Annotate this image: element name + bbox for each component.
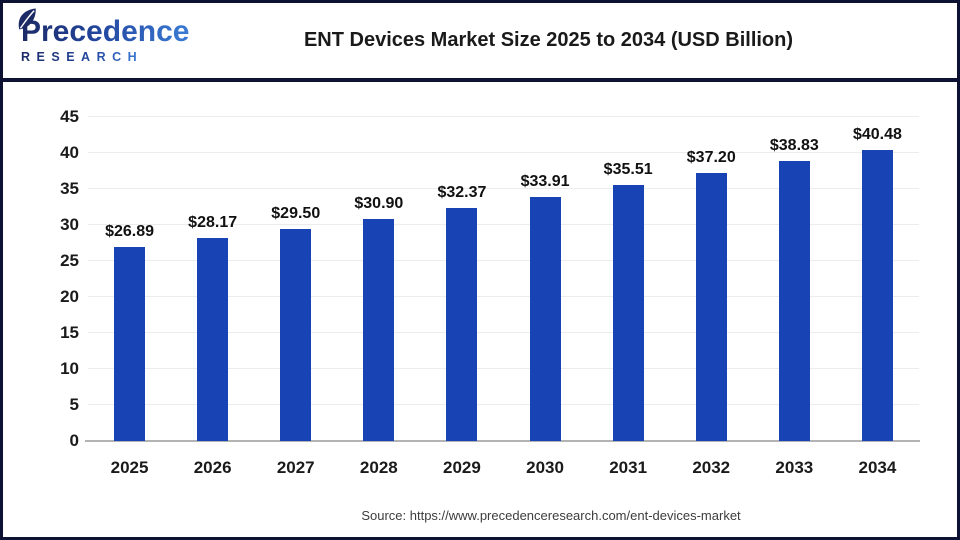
bar-2034 [861, 149, 893, 441]
bar-value-label-2028: $30.90 [354, 194, 404, 212]
bar-2026 [197, 238, 229, 441]
x-tick-label-2030: 2030 [526, 458, 564, 477]
x-tick-label-2027: 2027 [276, 458, 315, 477]
y-tick-label-15: 15 [60, 323, 79, 342]
gridline-35 [88, 188, 919, 189]
x-tick-label-2025: 2025 [110, 458, 149, 477]
header-separator [3, 78, 957, 82]
bar-value-label-2032: $37.20 [686, 149, 736, 167]
logo-wordmark: Precedence [18, 8, 190, 48]
plot-area: $26.89 $28.17 $29.50 $30.90 $32.37 $33.91 $35.… [85, 116, 920, 442]
gridline-10 [88, 368, 919, 369]
bar-value-label-2027: $29.50 [271, 204, 321, 222]
gridline-30 [88, 224, 919, 225]
bar-2027 [280, 228, 312, 441]
x-tick-label-2029: 2029 [443, 458, 481, 477]
x-axis-line [85, 440, 920, 442]
bar-value-label-2034: $40.48 [852, 125, 902, 143]
y-tick-label-10: 10 [60, 359, 79, 378]
bar-value-label-2029: $32.37 [437, 183, 487, 201]
bar-value-label-2030: $33.91 [520, 172, 570, 190]
y-tick-label-25: 25 [60, 251, 79, 270]
bar-2028 [363, 218, 395, 441]
bar-chart: $26.89 $28.17 $29.50 $30.90 $32.37 $33.91 $35.… [3, 82, 957, 534]
gridline-25 [88, 260, 919, 261]
y-tick-label-35: 35 [60, 179, 79, 198]
x-tick-label-2026: 2026 [193, 458, 232, 477]
bar-2032 [695, 173, 727, 441]
source-text: Source: https://www.precedenceresearch.c… [361, 508, 741, 523]
gridline-40 [88, 152, 919, 153]
x-tick-label-2028: 2028 [359, 458, 398, 477]
y-tick-label-0: 0 [69, 431, 79, 450]
bar-value-label-2031: $35.51 [603, 161, 653, 179]
bar-2033 [778, 161, 810, 441]
x-tick-label-2031: 2031 [609, 458, 648, 477]
y-tick-label-20: 20 [60, 287, 79, 306]
bar-2029 [446, 207, 478, 441]
bar-value-label-2026: $28.17 [188, 214, 238, 232]
gridline-20 [88, 296, 919, 297]
precedence-research-logo: Precedence RESEARCH [3, 8, 235, 64]
bar-value-label-2025: $26.89 [105, 223, 155, 241]
bar-2031 [612, 185, 644, 441]
x-tick-label-2032: 2032 [692, 458, 731, 477]
x-tick-label-2033: 2033 [775, 458, 814, 477]
leaf-icon [18, 8, 36, 30]
gridline-15 [88, 332, 919, 333]
y-tick-label-5: 5 [69, 395, 79, 414]
bar-2030 [529, 196, 561, 441]
x-tick-label-2034: 2034 [858, 458, 897, 477]
y-tick-label-40: 40 [60, 143, 79, 162]
gridline-45 [88, 116, 919, 117]
logo-text-precedence: Precedence [21, 15, 190, 48]
chart-title: ENT Devices Market Size 2025 to 2034 (US… [303, 29, 794, 51]
y-tick-label-45: 45 [60, 107, 79, 126]
logo-text-research: RESEARCH [21, 50, 144, 64]
y-tick-label-30: 30 [60, 215, 79, 234]
title-wrap: ENT Devices Market Size 2025 to 2034 (US… [235, 29, 957, 52]
bar-2025 [114, 247, 146, 441]
bar-value-label-2033: $38.83 [769, 137, 819, 155]
header: Precedence RESEARCH ENT Devices Market S… [3, 3, 957, 78]
gridline-5 [88, 404, 919, 405]
footer: Source: https://www.precedenceresearch.c… [3, 507, 957, 525]
